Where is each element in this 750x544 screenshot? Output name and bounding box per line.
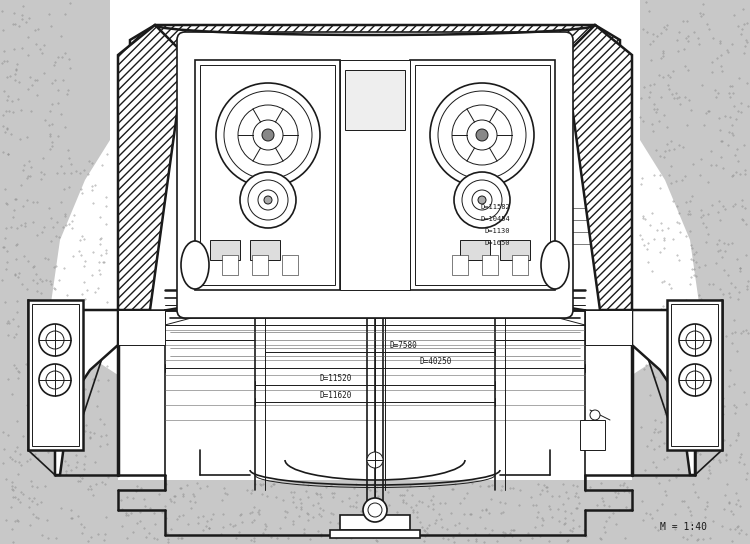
Circle shape bbox=[454, 172, 510, 228]
Circle shape bbox=[590, 410, 600, 420]
Circle shape bbox=[367, 452, 383, 468]
Circle shape bbox=[216, 83, 320, 187]
Polygon shape bbox=[565, 25, 632, 310]
Polygon shape bbox=[585, 310, 632, 345]
Bar bbox=[195, 60, 340, 290]
Text: D=1130: D=1130 bbox=[484, 228, 510, 234]
Bar bbox=[250, 240, 280, 260]
Ellipse shape bbox=[541, 241, 569, 289]
Bar bbox=[410, 60, 555, 290]
Bar bbox=[28, 300, 83, 450]
Text: M = 1:40: M = 1:40 bbox=[660, 522, 707, 532]
Bar bbox=[512, 255, 528, 275]
Text: D=1650: D=1650 bbox=[484, 240, 510, 246]
Circle shape bbox=[476, 129, 488, 141]
Bar bbox=[667, 300, 722, 450]
Bar bbox=[32, 304, 79, 446]
Polygon shape bbox=[118, 25, 185, 310]
Text: D=10454: D=10454 bbox=[480, 216, 510, 222]
Circle shape bbox=[430, 83, 534, 187]
Bar bbox=[580, 420, 605, 450]
Text: D=11520: D=11520 bbox=[320, 374, 352, 383]
Bar bbox=[222, 255, 238, 275]
Bar bbox=[415, 65, 550, 285]
Bar bbox=[452, 255, 468, 275]
Circle shape bbox=[478, 196, 486, 204]
Bar bbox=[210, 240, 240, 260]
Text: D=11582: D=11582 bbox=[480, 204, 510, 210]
Text: D=40250: D=40250 bbox=[420, 357, 452, 366]
Text: D=7580: D=7580 bbox=[390, 341, 418, 350]
Bar bbox=[671, 304, 718, 446]
Bar bbox=[282, 255, 298, 275]
Polygon shape bbox=[118, 480, 632, 544]
Polygon shape bbox=[632, 310, 695, 475]
Polygon shape bbox=[632, 0, 750, 544]
Bar bbox=[340, 60, 410, 290]
Circle shape bbox=[39, 364, 71, 396]
Circle shape bbox=[240, 172, 296, 228]
Bar bbox=[500, 240, 530, 260]
Polygon shape bbox=[118, 310, 165, 345]
Bar bbox=[345, 70, 405, 130]
Polygon shape bbox=[55, 310, 118, 475]
Circle shape bbox=[39, 324, 71, 356]
Bar bbox=[460, 240, 490, 260]
Circle shape bbox=[262, 129, 274, 141]
Bar bbox=[340, 515, 410, 530]
Circle shape bbox=[679, 324, 711, 356]
Bar bbox=[252, 255, 268, 275]
Text: D=11620: D=11620 bbox=[320, 391, 352, 400]
Circle shape bbox=[363, 498, 387, 522]
FancyBboxPatch shape bbox=[177, 32, 573, 318]
Ellipse shape bbox=[181, 241, 209, 289]
Circle shape bbox=[264, 196, 272, 204]
Circle shape bbox=[679, 364, 711, 396]
Bar bbox=[482, 255, 498, 275]
Polygon shape bbox=[0, 0, 118, 544]
Polygon shape bbox=[130, 25, 620, 55]
Bar bbox=[200, 65, 335, 285]
Bar bbox=[330, 530, 420, 538]
